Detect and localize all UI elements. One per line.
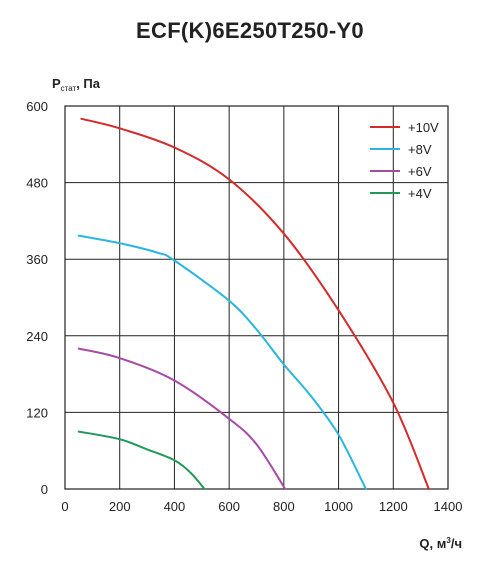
- y-axis-label-sub: стат: [61, 84, 77, 93]
- x-tick-label: 0: [61, 499, 68, 514]
- grid-lines: [64, 105, 449, 490]
- x-axis-label-unit: /ч: [451, 536, 462, 551]
- legend-label-0: +10V: [408, 120, 439, 135]
- x-axis-label-sup: 3: [446, 536, 451, 545]
- legend-label-2: +6V: [408, 164, 432, 179]
- y-tick-label: 480: [26, 176, 48, 191]
- x-tick-label: 200: [109, 499, 131, 514]
- x-tick-label: 1400: [434, 499, 463, 514]
- series-line-3: [77, 430, 206, 490]
- legend: +10V +8V +6V +4V: [370, 120, 439, 201]
- series-lines: [77, 117, 430, 490]
- y-tick-label: 240: [26, 329, 48, 344]
- y-tick-label: 0: [41, 482, 48, 497]
- x-axis-label-main: Q, м: [419, 536, 446, 551]
- series-line-0: [80, 117, 430, 490]
- x-tick-label: 1000: [324, 499, 353, 514]
- chart-title: ECF(K)6E250T250-Y0: [136, 18, 364, 43]
- x-tick-label: 1200: [379, 499, 408, 514]
- y-tick-label: 600: [26, 99, 48, 114]
- x-axis-label: Q, м3/ч: [419, 536, 462, 551]
- legend-label-3: +4V: [408, 186, 432, 201]
- plot-frame: [64, 105, 449, 490]
- legend-label-1: +8V: [408, 142, 432, 157]
- plot-background: [65, 106, 448, 489]
- y-axis-label-main: P: [52, 76, 61, 91]
- x-tick-label: 800: [273, 499, 295, 514]
- y-axis-label-unit: , Па: [76, 76, 101, 91]
- x-tick-label: 600: [218, 499, 240, 514]
- x-tick-label: 400: [164, 499, 186, 514]
- y-axis-label: Pстат, Па: [52, 76, 101, 93]
- series-line-1: [77, 234, 367, 490]
- tick-labels: 0 200 400 600 800 1000 1200 1400 0 120 240 360 480 60…: [26, 99, 462, 514]
- series-line-2: [77, 347, 287, 490]
- y-tick-label: 120: [26, 405, 48, 420]
- y-tick-label: 360: [26, 252, 48, 267]
